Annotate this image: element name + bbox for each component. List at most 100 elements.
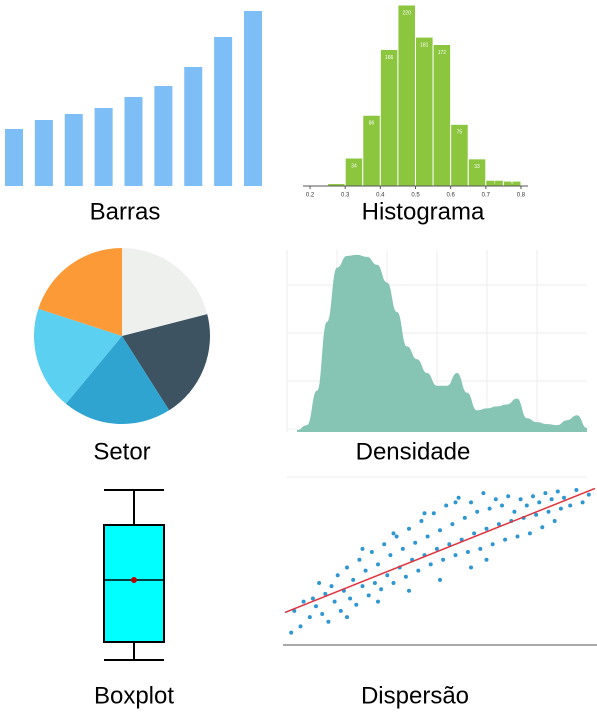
scatter-point <box>568 503 573 508</box>
scatter-point <box>543 491 548 496</box>
bar <box>5 129 23 186</box>
scatter-point <box>403 574 408 579</box>
scatter-point <box>314 604 318 609</box>
scatter-point <box>425 534 430 539</box>
scatter-point <box>441 557 446 562</box>
value-label: 7 <box>493 179 496 185</box>
bar <box>124 97 143 186</box>
x-tick-label: 0.2 <box>306 193 315 199</box>
scatter-point <box>546 509 551 514</box>
scatter-point <box>332 599 337 604</box>
pie-slice <box>33 308 122 404</box>
scatter-point <box>307 615 312 620</box>
caption: Densidade <box>356 438 471 465</box>
value-label: 220 <box>403 10 412 16</box>
scatter-point <box>586 492 591 497</box>
scatter-point <box>524 503 529 508</box>
scatter-point <box>357 557 362 562</box>
histogram-bar <box>344 157 364 187</box>
x-tick-label: 0.4 <box>376 193 385 199</box>
value-label: 166 <box>385 55 394 61</box>
scatter-point <box>298 624 303 629</box>
scatter-point <box>438 577 442 582</box>
bar <box>34 120 53 186</box>
x-tick-label: 0.3 <box>341 193 350 199</box>
scatter-point <box>354 602 359 607</box>
scatter-point <box>310 596 315 601</box>
scatter-point <box>407 526 411 531</box>
scatter-point <box>518 497 523 502</box>
scatter-point <box>472 531 477 536</box>
scatter-point <box>580 500 585 505</box>
scatter-point <box>431 511 436 516</box>
scatter-point <box>496 522 501 527</box>
scatter-point <box>450 522 455 527</box>
bar <box>154 86 173 186</box>
scatter-point <box>326 619 331 624</box>
scatter-point <box>345 565 349 570</box>
scatter-point <box>481 491 486 496</box>
scatter-point <box>301 599 306 604</box>
scatter-point <box>537 500 542 505</box>
x-tick-label: 0.5 <box>411 193 420 199</box>
value-label: 6 <box>511 179 514 185</box>
histogram-bar <box>397 4 416 187</box>
scatter-point <box>493 497 498 502</box>
scatter-point <box>360 584 365 589</box>
x-tick-label: 0.7 <box>482 193 491 199</box>
bar <box>244 11 262 186</box>
histogram-bar <box>379 48 399 187</box>
histogram-bar <box>467 158 487 187</box>
bar <box>94 108 113 186</box>
scatter-point <box>490 542 495 547</box>
scatter-point <box>391 581 396 585</box>
scatter-point <box>540 525 545 530</box>
scatter-point <box>503 537 508 542</box>
scatter-point <box>338 608 343 613</box>
scatter-point <box>428 562 433 567</box>
value-label: 33 <box>474 164 480 170</box>
scatter-point <box>416 568 421 573</box>
x-tick-label: 0.8 <box>517 193 526 199</box>
scatter-point <box>469 500 473 505</box>
scatter-point <box>379 587 384 592</box>
scatter-point <box>534 512 539 517</box>
density-area <box>297 254 587 432</box>
scatter-point <box>444 503 449 508</box>
scatter-point <box>562 495 566 500</box>
x-tick-label: 0.6 <box>446 193 455 199</box>
scatter-point <box>419 519 424 523</box>
scatter-point <box>320 612 325 616</box>
scatter-point <box>453 500 458 505</box>
caption: Dispersão <box>361 682 469 709</box>
scatter-point <box>413 540 418 545</box>
scatter-point <box>382 542 387 547</box>
scatter-point <box>487 506 492 511</box>
scatter-point <box>558 506 563 511</box>
value-label: 86 <box>369 121 375 127</box>
bar <box>214 37 233 186</box>
scatter-point <box>574 488 579 492</box>
scatter-point <box>394 534 399 539</box>
scatter-point <box>453 553 458 558</box>
scatter-point <box>329 584 334 589</box>
scatter-point <box>376 562 380 567</box>
value-label: 181 <box>420 42 429 48</box>
scatter-point <box>335 573 340 578</box>
scatter-point <box>351 577 356 582</box>
pie-slice <box>65 336 170 424</box>
scatter-point <box>465 550 470 554</box>
trend-line <box>284 487 596 614</box>
scatter-point <box>438 528 442 533</box>
scatter-point <box>385 573 390 578</box>
pie-slice <box>122 248 208 336</box>
scatter-point <box>515 534 520 539</box>
scatter-point <box>289 630 294 635</box>
scatter-point <box>500 503 504 508</box>
scatter-point <box>475 509 480 514</box>
scatter-point <box>422 511 427 516</box>
bar <box>184 67 203 186</box>
scatter-point <box>388 553 393 558</box>
box <box>103 524 165 643</box>
histogram-bar <box>432 43 452 187</box>
